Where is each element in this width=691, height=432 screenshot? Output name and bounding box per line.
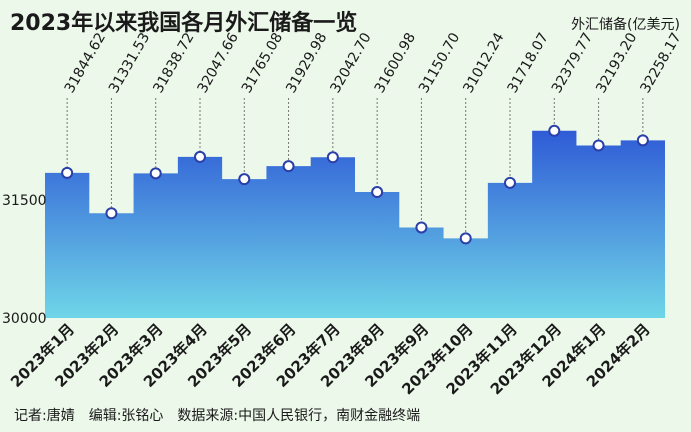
data-point [149, 167, 162, 180]
data-point [282, 160, 295, 173]
value-label: 31600.98 [372, 30, 419, 96]
value-label: 31844.62 [62, 30, 109, 96]
chart-title: 2023年以来我国各月外汇储备一览 [10, 10, 357, 36]
value-label: 32258.17 [637, 30, 684, 96]
value-label: 32193.20 [593, 30, 640, 96]
data-point [371, 186, 384, 199]
value-label: 31838.72 [150, 30, 197, 96]
data-point [504, 176, 516, 189]
value-label: 31765.08 [239, 30, 286, 96]
data-point [459, 232, 472, 245]
area-series [45, 130, 665, 318]
value-label: 32047.66 [195, 30, 242, 96]
data-point [194, 150, 206, 163]
value-label: 32042.70 [327, 30, 374, 96]
data-point [636, 134, 649, 147]
data-point [415, 221, 428, 234]
value-label: 32379.77 [549, 30, 596, 96]
data-point [105, 207, 118, 220]
data-point [548, 124, 561, 137]
y-tick-label: 31500 [2, 193, 47, 209]
data-point [592, 139, 605, 152]
value-label: 31929.98 [283, 30, 330, 96]
data-point [326, 151, 339, 164]
value-label: 31331.53 [106, 30, 153, 96]
value-label: 31150.70 [416, 30, 463, 96]
value-label: 31012.24 [460, 30, 507, 96]
y-tick-label: 30000 [2, 311, 47, 327]
data-point [238, 173, 251, 186]
data-point [61, 166, 74, 179]
unit-label: 外汇储备(亿美元) [571, 16, 680, 33]
credits-line: 记者:唐婧 编辑:张铭心 数据来源:中国人民银行，南财金融终端 [14, 407, 420, 424]
value-label: 31718.07 [505, 30, 552, 96]
